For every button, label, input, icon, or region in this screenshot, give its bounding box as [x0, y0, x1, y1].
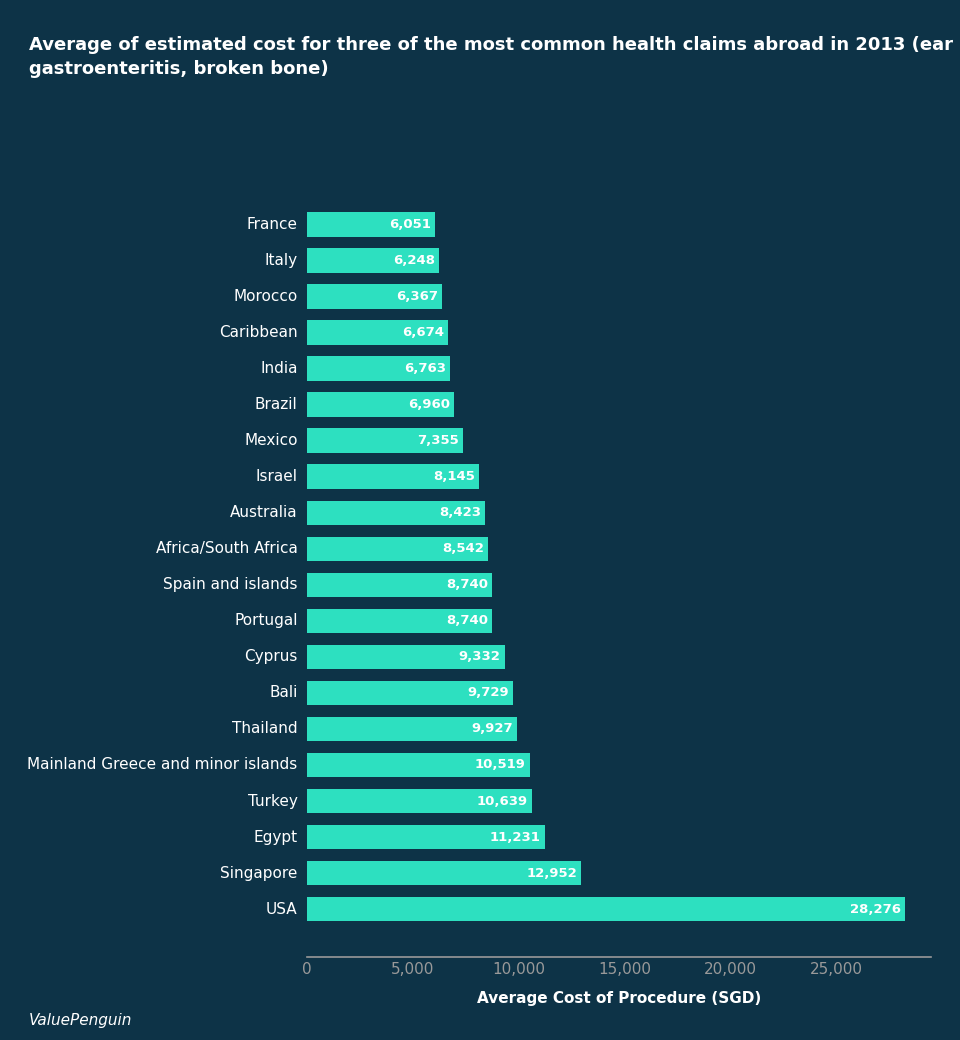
Text: 6,051: 6,051: [389, 218, 431, 231]
Text: Bali: Bali: [269, 685, 298, 700]
Text: Brazil: Brazil: [254, 397, 298, 412]
Text: 6,763: 6,763: [404, 362, 446, 375]
Text: ValuePenguin: ValuePenguin: [29, 1013, 132, 1028]
Text: Spain and islands: Spain and islands: [163, 577, 298, 593]
Bar: [307, 212, 435, 237]
Bar: [307, 717, 517, 742]
Bar: [307, 357, 450, 381]
Text: 8,740: 8,740: [445, 615, 488, 627]
Text: 8,542: 8,542: [442, 542, 484, 555]
Bar: [307, 537, 488, 561]
X-axis label: Average Cost of Procedure (SGD): Average Cost of Procedure (SGD): [477, 990, 761, 1006]
Text: Mainland Greece and minor islands: Mainland Greece and minor islands: [27, 757, 298, 773]
Text: 8,740: 8,740: [445, 578, 488, 592]
Text: 12,952: 12,952: [526, 866, 577, 880]
Bar: [307, 608, 492, 633]
Text: 6,960: 6,960: [408, 398, 450, 411]
Bar: [307, 896, 905, 921]
Bar: [307, 645, 505, 669]
Text: Portugal: Portugal: [234, 614, 298, 628]
Text: 6,674: 6,674: [402, 327, 444, 339]
Bar: [307, 573, 492, 597]
Text: Thailand: Thailand: [232, 722, 298, 736]
Bar: [307, 249, 440, 272]
Bar: [307, 428, 463, 453]
Bar: [307, 825, 544, 850]
Text: Average of estimated cost for three of the most common health claims abroad in 2: Average of estimated cost for three of t…: [29, 36, 960, 78]
Text: Caribbean: Caribbean: [219, 326, 298, 340]
Text: Singapore: Singapore: [220, 865, 298, 881]
Bar: [307, 861, 581, 885]
Text: 9,332: 9,332: [459, 650, 500, 664]
Bar: [307, 680, 513, 705]
Text: Cyprus: Cyprus: [244, 649, 298, 665]
Text: Turkey: Turkey: [248, 794, 298, 808]
Bar: [307, 500, 486, 525]
Text: Australia: Australia: [230, 505, 298, 520]
Text: USA: USA: [266, 902, 298, 916]
Text: 11,231: 11,231: [490, 831, 540, 843]
Bar: [307, 392, 454, 417]
Text: 9,927: 9,927: [471, 723, 513, 735]
Text: Mexico: Mexico: [244, 434, 298, 448]
Text: 7,355: 7,355: [417, 434, 459, 447]
Text: 6,367: 6,367: [396, 290, 438, 303]
Text: Israel: Israel: [255, 469, 298, 485]
Text: 8,145: 8,145: [433, 470, 475, 484]
Text: Italy: Italy: [264, 253, 298, 268]
Text: Africa/South Africa: Africa/South Africa: [156, 541, 298, 556]
Text: 6,248: 6,248: [394, 254, 435, 267]
Text: Egypt: Egypt: [253, 830, 298, 844]
Bar: [307, 284, 442, 309]
Text: 8,423: 8,423: [439, 506, 481, 519]
Text: 10,639: 10,639: [477, 795, 528, 807]
Bar: [307, 788, 532, 813]
Text: 9,729: 9,729: [468, 686, 509, 700]
Text: 28,276: 28,276: [850, 903, 901, 915]
Bar: [307, 320, 448, 345]
Bar: [307, 753, 530, 777]
Text: India: India: [260, 361, 298, 376]
Text: 10,519: 10,519: [474, 758, 525, 772]
Text: France: France: [247, 217, 298, 232]
Bar: [307, 465, 479, 489]
Text: Morocco: Morocco: [233, 289, 298, 304]
